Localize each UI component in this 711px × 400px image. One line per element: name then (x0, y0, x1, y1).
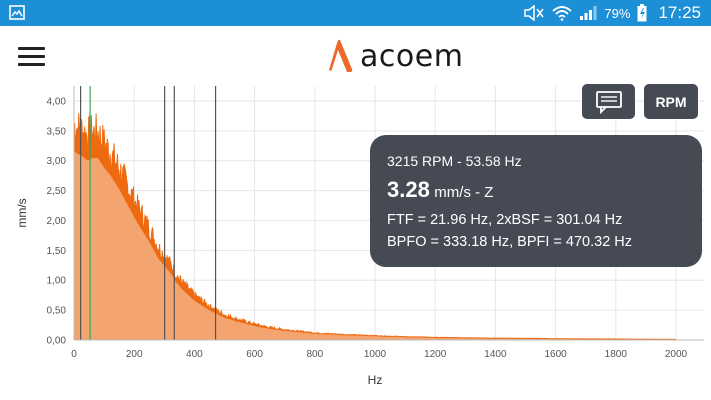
y-tick-label: 2,50 (47, 186, 67, 197)
bpfo-bpfi-readout: BPFO = 333.18 Hz, BPFI = 470.32 Hz (387, 234, 633, 250)
logo: acoem (328, 38, 463, 74)
amplitude-unit: mm/s - Z (434, 184, 494, 201)
y-tick-label: 3,00 (47, 156, 67, 167)
ftf-bsf-readout: FTF = 21.96 Hz, 2xBSF = 301.04 Hz (387, 212, 623, 228)
x-axis-label: Hz (368, 373, 383, 387)
mute-icon (524, 5, 545, 21)
measurement-info-card: 3215 RPM - 53.58 Hz 3.28 mm/s - Z FTF = … (370, 135, 702, 267)
x-tick-label: 1600 (544, 349, 567, 360)
x-tick-label: 1200 (424, 349, 447, 360)
frequency-markers (80, 86, 217, 340)
x-tick-label: 600 (246, 349, 263, 360)
y-tick-label: 0,50 (47, 306, 67, 317)
signal-icon (580, 6, 597, 20)
x-tick-label: 2000 (665, 349, 688, 360)
battery-percent: 79% (604, 5, 631, 21)
x-tick-label: 1000 (364, 349, 387, 360)
chart-axes: 0 200 400 600 800 1000 1200 1400 1600 1800 2000 0,0… (47, 86, 704, 360)
y-tick-label: 4,00 (47, 96, 67, 107)
spectrum-area (74, 151, 676, 340)
clock: 17:25 (658, 3, 701, 22)
y-axis-label: mm/s (15, 198, 29, 227)
gallery-icon (9, 5, 25, 20)
wifi-icon (552, 6, 573, 21)
status-bar: 79% 17:25 (0, 0, 711, 26)
y-tick-label: 0,00 (47, 336, 67, 347)
x-tick-label: 800 (306, 349, 323, 360)
battery-icon (637, 4, 647, 22)
rpm-readout: 3215 RPM - 53.58 Hz (387, 153, 522, 169)
acoem-logo-icon (329, 39, 353, 72)
amplitude-value: 3.28 (387, 177, 430, 202)
amplitude-readout: 3.28 mm/s - Z (387, 177, 702, 206)
rpm-button[interactable]: RPM (644, 84, 698, 119)
x-tick-label: 1800 (605, 349, 628, 360)
y-tick-label: 1,50 (47, 246, 67, 257)
app-bar: acoem (0, 26, 711, 84)
x-tick-label: 1400 (484, 349, 507, 360)
y-tick-label: 1,00 (47, 276, 67, 287)
x-tick-label: 0 (71, 349, 77, 360)
y-tick-label: 2,00 (47, 216, 67, 227)
x-tick-label: 400 (186, 349, 203, 360)
menu-icon[interactable] (18, 47, 45, 66)
comment-button[interactable] (582, 84, 635, 119)
comment-icon (595, 90, 622, 114)
spectrum-chart: 0 200 400 600 800 1000 1200 1400 1600 1800 2000 0,0… (15, 86, 704, 387)
logo-text: acoem (360, 38, 464, 74)
y-tick-label: 3,50 (47, 126, 67, 137)
x-tick-label: 200 (126, 349, 143, 360)
